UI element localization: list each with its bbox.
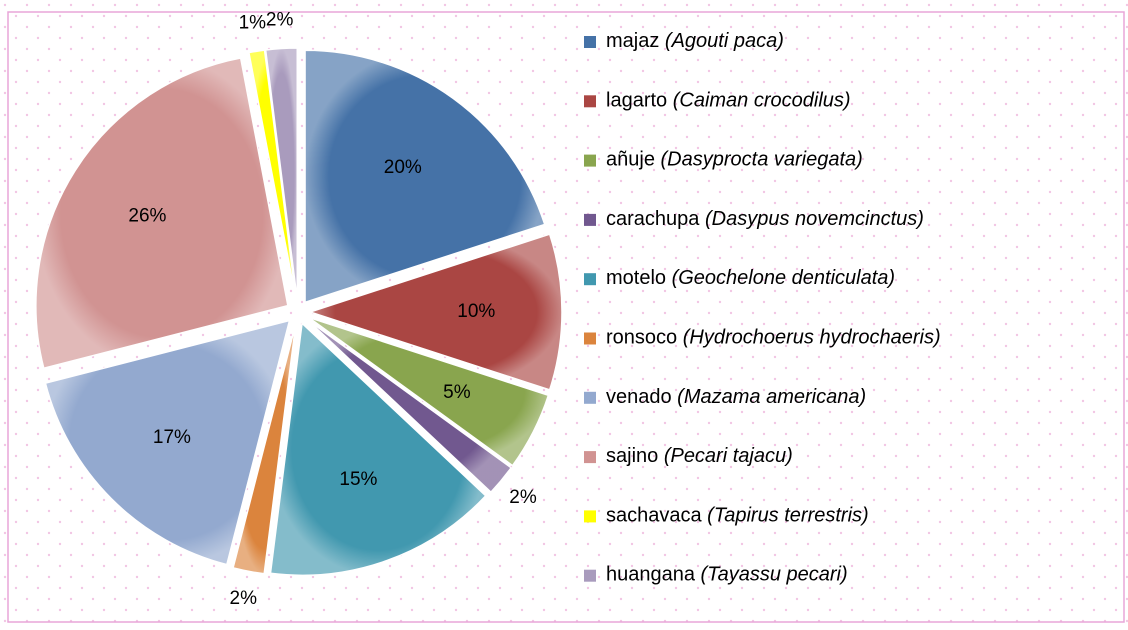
data-label: 2% (509, 487, 537, 508)
legend-marker (584, 391, 596, 404)
legend-label: sachavaca (Tapirus terrestris) (606, 505, 869, 527)
legend-marker (584, 154, 596, 167)
data-label: 17% (153, 427, 191, 448)
data-label: 15% (339, 469, 377, 490)
data-label: 10% (457, 301, 495, 322)
data-label: 20% (384, 157, 422, 178)
legend-marker (584, 569, 596, 582)
data-label: 5% (443, 382, 471, 403)
legend-marker (584, 510, 596, 523)
frame (7, 11, 1125, 623)
legend-label: ronsoco (Hydrochoerus hydrochaeris) (606, 327, 941, 349)
legend-label: añuje (Dasyprocta variegata) (606, 149, 863, 171)
legend-label: sajino (Pecari tajacu) (606, 445, 793, 467)
legend-label: motelo (Geochelone denticulata) (606, 267, 895, 289)
legend-label: majaz (Agouti paca) (606, 30, 784, 52)
legend-label: carachupa (Dasypus novemcinctus) (606, 208, 924, 230)
data-label: 2% (266, 10, 294, 31)
legend-label: huangana (Tayassu pecari) (606, 564, 848, 586)
data-label: 1% (239, 13, 267, 34)
legend-marker (584, 273, 596, 286)
legend-marker (584, 95, 596, 108)
legend-label: lagarto (Caiman crocodilus) (606, 90, 851, 112)
legend-label: venado (Mazama americana) (606, 386, 866, 408)
legend-marker (584, 451, 596, 464)
legend-marker (584, 36, 596, 48)
legend-marker (584, 332, 596, 345)
data-label: 26% (128, 205, 166, 226)
data-label: 2% (230, 588, 258, 609)
legend-marker (584, 213, 596, 226)
